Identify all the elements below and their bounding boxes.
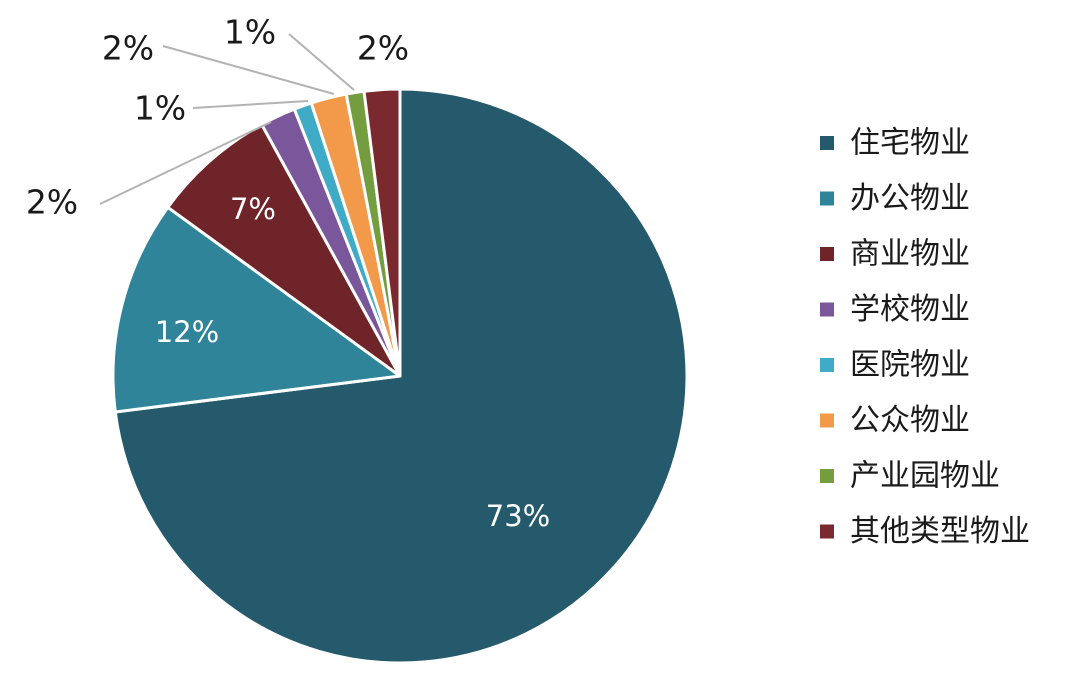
slice-label-7: 1% [224,13,276,52]
pie-slice-3 [166,123,402,378]
legend-label-3: 商业物业 [850,237,970,272]
legend-label-7: 产业园物业 [850,459,1000,494]
legend-swatch-6 [820,413,834,428]
legend-swatch-2 [820,191,834,206]
slice-label-4: 2% [26,183,78,222]
legend-swatch-1 [820,136,834,150]
pie-slice-2 [111,205,402,414]
slice-label-1: 73% [486,499,550,533]
legend-swatch-4 [820,302,834,317]
legend-swatch-7 [820,469,834,483]
legend-swatch-5 [820,358,834,372]
leader-line-6 [162,45,335,95]
leader-line-7 [288,33,355,91]
legend-label-4: 学校物业 [850,292,970,327]
slice-labels: 73% 12% 7% 2% 1% 2% 1% 2% [26,13,550,534]
legend-label-6: 公众物业 [850,403,970,438]
slice-label-8: 2% [357,29,409,68]
legend-label-8: 其他类型物业 [850,514,1030,549]
leader-line-4 [99,121,272,205]
slice-label-2: 12% [155,315,219,349]
slice-label-5: 1% [134,89,186,128]
legend-label-2: 办公物业 [850,181,970,216]
slice-label-6: 2% [102,29,154,68]
slice-label-3: 7% [230,192,276,226]
leader-lines [99,33,355,205]
legend-swatch-8 [820,524,834,539]
legend-swatch-3 [820,247,834,261]
legend-label-1: 住宅物业 [850,126,970,161]
pie-slices [111,87,689,665]
legend-label-5: 医院物业 [850,348,970,383]
pie-slice-8 [362,87,402,378]
leader-line-5 [192,100,309,109]
